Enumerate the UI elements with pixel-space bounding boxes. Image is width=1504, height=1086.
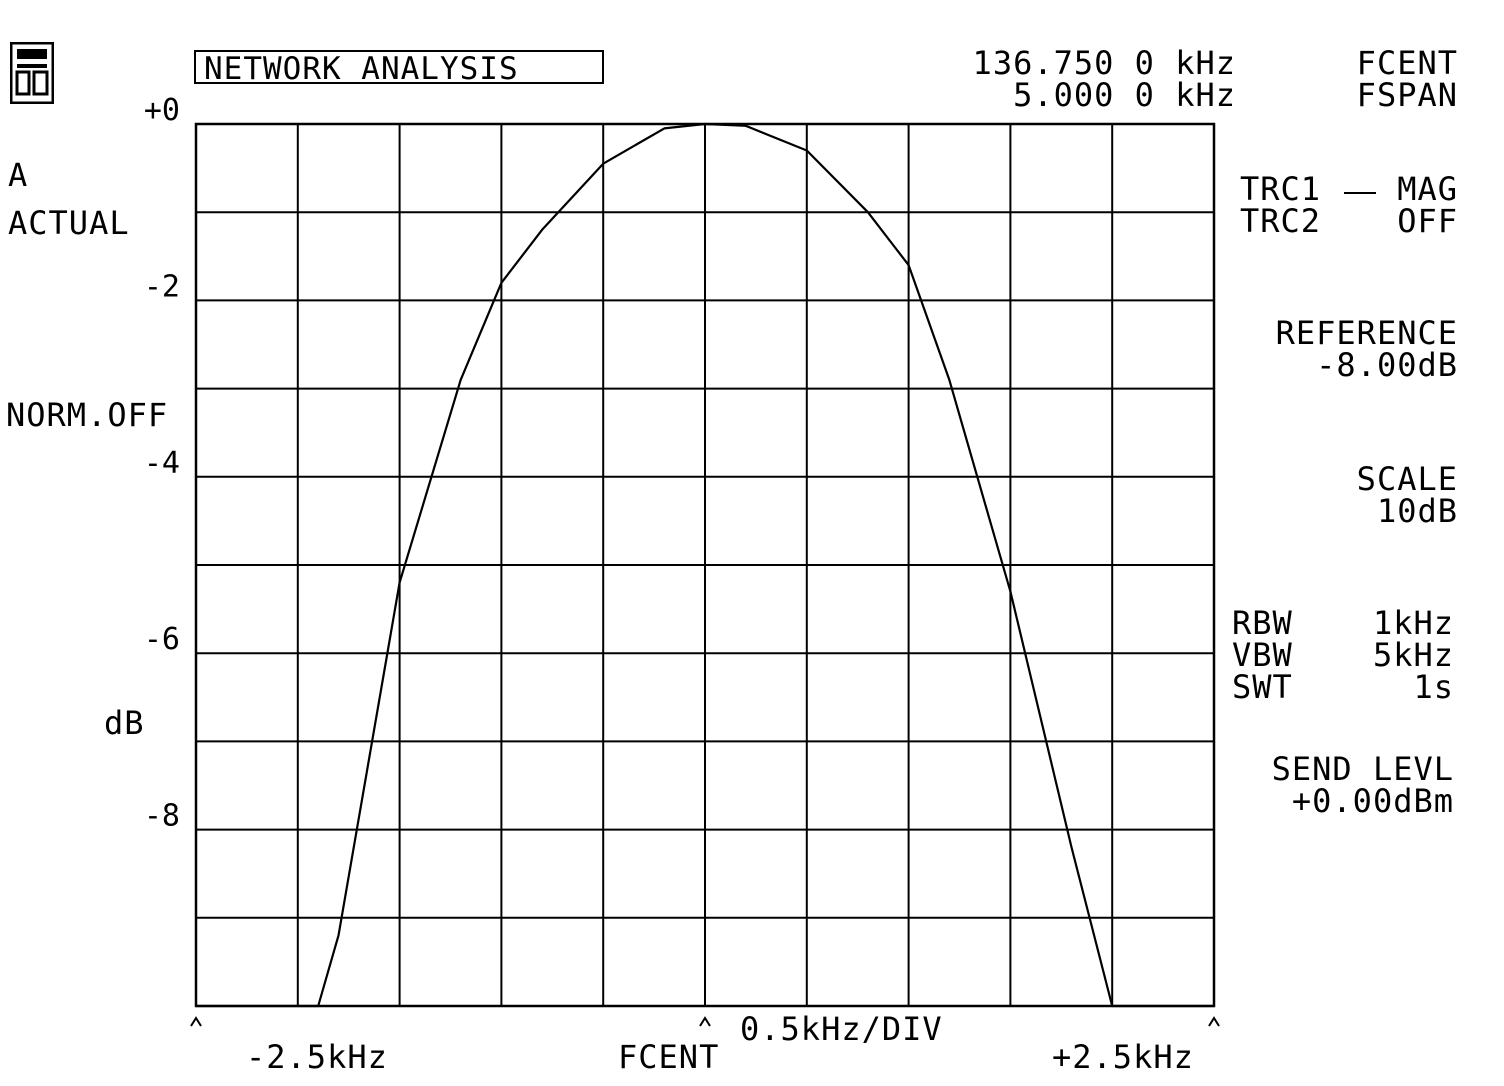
chart-title: NETWORK ANALYSIS [204, 51, 519, 87]
title-box: NETWORK ANALYSIS [194, 50, 604, 87]
span-frequency-label: FSPAN [1356, 76, 1458, 114]
trace-point [460, 379, 462, 381]
trc2-value: OFF [1397, 202, 1458, 240]
trc1-label: TRC1 [1240, 170, 1322, 208]
trace-point [1070, 846, 1073, 848]
trace-point [663, 127, 665, 130]
trace-point [1131, 1005, 1134, 1007]
trace-point [948, 379, 950, 381]
y-tick-label: -6 [144, 622, 180, 657]
span-frequency-value: 5.000 0 kHz [1013, 76, 1236, 114]
rbw-label: RBW [1232, 604, 1293, 642]
trc1-line-icon [1344, 192, 1376, 194]
center-frequency-label: FCENT [1356, 44, 1458, 82]
reference-value: -8.00dB [1316, 346, 1458, 384]
trc1-value: MAG [1397, 170, 1458, 208]
trace-point [908, 264, 910, 266]
x-tick-caret-icon [190, 1016, 202, 1027]
trace-point [704, 123, 706, 125]
x-tick-caret-icon [699, 1016, 711, 1027]
trace-point [1111, 1005, 1113, 1007]
trace-mode: ACTUAL [8, 204, 130, 242]
trace-id: A [8, 156, 29, 194]
vbw-value: 5kHz [1372, 636, 1454, 674]
trace-point [500, 282, 502, 284]
x-axis-division-label: 0.5kHz/DIV [740, 1010, 943, 1048]
y-axis-unit-label: dB [104, 704, 145, 742]
trace-point [541, 229, 543, 231]
trace-point [195, 1005, 197, 1007]
center-frequency-value: 136.750 0 kHz [972, 44, 1236, 82]
normalization-status: NORM.OFF [6, 396, 169, 434]
vbw-label: VBW [1232, 636, 1293, 674]
trace-line [196, 122, 1214, 1008]
trace-point [867, 211, 869, 213]
y-tick-label: -8 [144, 799, 180, 834]
rbw-value: 1kHz [1372, 604, 1454, 642]
y-tick-label: +0 [144, 93, 180, 128]
swt-label: SWT [1232, 668, 1293, 706]
analyzer-logo-icon [9, 41, 55, 105]
y-tick-label: -2 [144, 269, 180, 304]
x-axis-start-label: -2.5kHz [246, 1038, 388, 1076]
trace-point [1213, 1005, 1215, 1007]
x-axis-end-label: +2.5kHz [1052, 1038, 1194, 1076]
send-level-label: SEND LEVL [1271, 750, 1454, 788]
trace-point [399, 582, 401, 584]
trace-point [806, 149, 808, 152]
trace-point [337, 934, 340, 937]
x-tick-caret-icon [1208, 1016, 1220, 1027]
x-axis-center-label: FCENT [618, 1038, 720, 1076]
reference-label: REFERENCE [1275, 314, 1458, 352]
trace-point [317, 1005, 319, 1007]
trc2-label: TRC2 [1240, 202, 1322, 240]
trace-point [602, 163, 604, 165]
trace-point [745, 125, 747, 127]
send-level-value: +0.00dBm [1291, 782, 1454, 820]
trace-point [1009, 590, 1012, 593]
scale-label: SCALE [1356, 460, 1458, 498]
y-tick-label: -4 [144, 446, 180, 481]
scale-value: 10dB [1376, 492, 1458, 530]
swt-value: 1s [1413, 668, 1454, 706]
